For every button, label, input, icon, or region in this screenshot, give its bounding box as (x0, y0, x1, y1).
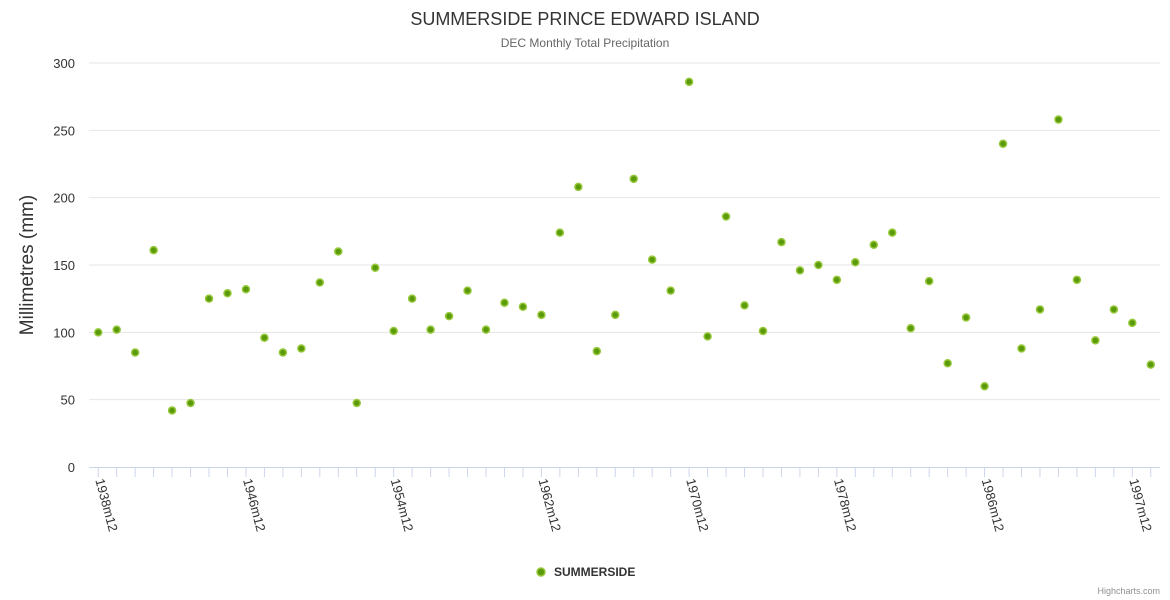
data-point[interactable] (481, 325, 491, 334)
x-axis: 1938m12 1946m12 1954m12 1962m12 1970m12 1978m… (89, 467, 1160, 533)
chart-subtitle: DEC Monthly Total Precipitation (501, 36, 670, 50)
data-point[interactable] (906, 324, 915, 333)
data-point[interactable] (500, 298, 509, 307)
data-point[interactable] (851, 258, 860, 267)
data-point[interactable] (961, 313, 971, 322)
data-point[interactable] (186, 398, 195, 408)
data-point[interactable] (149, 245, 158, 255)
data-point[interactable] (1128, 318, 1137, 328)
data-point[interactable] (260, 333, 269, 342)
data-point[interactable] (463, 286, 472, 295)
y-axis-title: Millimetres (mm) (17, 195, 38, 335)
data-point[interactable] (740, 301, 749, 310)
y-tick-label: 50 (61, 393, 75, 408)
y-gridlines (89, 62, 1160, 401)
data-point[interactable] (297, 344, 306, 353)
x-tick-label: 1962m12 (536, 477, 565, 533)
data-point[interactable] (389, 326, 398, 336)
data-point[interactable] (204, 294, 214, 303)
data-point[interactable] (574, 182, 583, 192)
data-point[interactable] (777, 237, 786, 247)
data-point[interactable] (611, 310, 620, 320)
data-point[interactable] (629, 174, 638, 184)
data-point[interactable] (167, 406, 177, 415)
data-point[interactable] (93, 328, 103, 337)
data-point[interactable] (426, 325, 435, 334)
series-points (93, 77, 1156, 415)
data-point[interactable] (832, 275, 842, 285)
data-point[interactable] (758, 326, 768, 336)
data-point[interactable] (869, 240, 879, 250)
data-point[interactable] (112, 325, 121, 334)
data-point[interactable] (980, 381, 989, 391)
data-point[interactable] (352, 398, 361, 408)
y-tick-labels: 0 50 100 150 200 250 300 (53, 56, 75, 475)
data-point[interactable] (721, 212, 731, 221)
y-tick-label: 150 (53, 258, 75, 273)
y-tick-label: 200 (53, 191, 75, 206)
y-tick-label: 0 (68, 460, 75, 475)
data-point[interactable] (518, 302, 528, 311)
data-point[interactable] (223, 289, 232, 298)
data-point[interactable] (278, 348, 288, 357)
x-tick-label: 1946m12 (240, 477, 269, 533)
data-point[interactable] (370, 263, 380, 272)
data-point[interactable] (444, 311, 454, 321)
data-point[interactable] (315, 278, 325, 287)
data-point[interactable] (555, 228, 565, 237)
data-point[interactable] (1054, 115, 1063, 124)
data-point[interactable] (130, 348, 140, 357)
data-point[interactable] (334, 247, 343, 256)
data-point[interactable] (814, 260, 823, 270)
y-tick-label: 250 (53, 123, 75, 138)
data-point[interactable] (1035, 305, 1045, 314)
data-point[interactable] (943, 359, 952, 368)
x-tick-label: 1954m12 (388, 477, 417, 533)
data-point[interactable] (1017, 344, 1026, 353)
legend-marker-icon (536, 567, 546, 577)
data-point[interactable] (998, 139, 1008, 149)
y-tick-label: 100 (53, 325, 75, 340)
legend-item-summerside[interactable]: SUMMERSIDE (536, 565, 635, 579)
data-point[interactable] (241, 284, 251, 294)
data-point[interactable] (1091, 336, 1100, 345)
data-point[interactable] (666, 286, 675, 295)
credits-link[interactable]: Highcharts.com (1097, 586, 1160, 596)
data-point[interactable] (407, 294, 417, 303)
data-point[interactable] (888, 228, 897, 237)
chart-title: SUMMERSIDE PRINCE EDWARD ISLAND (410, 9, 759, 29)
legend-label: SUMMERSIDE (554, 565, 635, 579)
x-tick-label: 1938m12 (92, 477, 121, 533)
x-tick-label: 1970m12 (683, 477, 712, 533)
data-point[interactable] (703, 332, 712, 341)
data-point[interactable] (1109, 305, 1119, 314)
x-tick-label: 1997m12 (1126, 477, 1155, 533)
y-tick-label: 300 (53, 56, 75, 71)
data-point[interactable] (537, 310, 546, 320)
data-point[interactable] (647, 255, 657, 264)
data-point[interactable] (684, 77, 694, 87)
data-point[interactable] (1072, 275, 1082, 285)
data-point[interactable] (924, 276, 934, 286)
x-tick-label: 1978m12 (831, 477, 860, 533)
data-point[interactable] (1146, 360, 1156, 369)
data-point[interactable] (795, 266, 805, 275)
x-tick-label: 1986m12 (979, 477, 1008, 533)
data-point[interactable] (592, 346, 602, 356)
